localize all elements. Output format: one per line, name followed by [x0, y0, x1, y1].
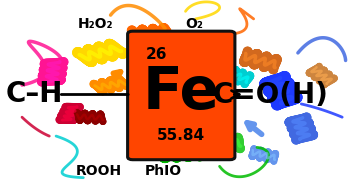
Text: Fe: Fe	[143, 64, 220, 122]
Text: 55.84: 55.84	[157, 129, 205, 143]
Text: ROOH: ROOH	[76, 164, 122, 178]
Text: C=O(H): C=O(H)	[213, 81, 329, 108]
Text: O₂: O₂	[185, 17, 203, 31]
FancyBboxPatch shape	[128, 31, 235, 160]
Text: PhIO: PhIO	[145, 164, 182, 178]
Text: 26: 26	[146, 47, 168, 62]
Text: H₂O₂: H₂O₂	[77, 17, 113, 31]
Text: C–H: C–H	[5, 81, 62, 108]
